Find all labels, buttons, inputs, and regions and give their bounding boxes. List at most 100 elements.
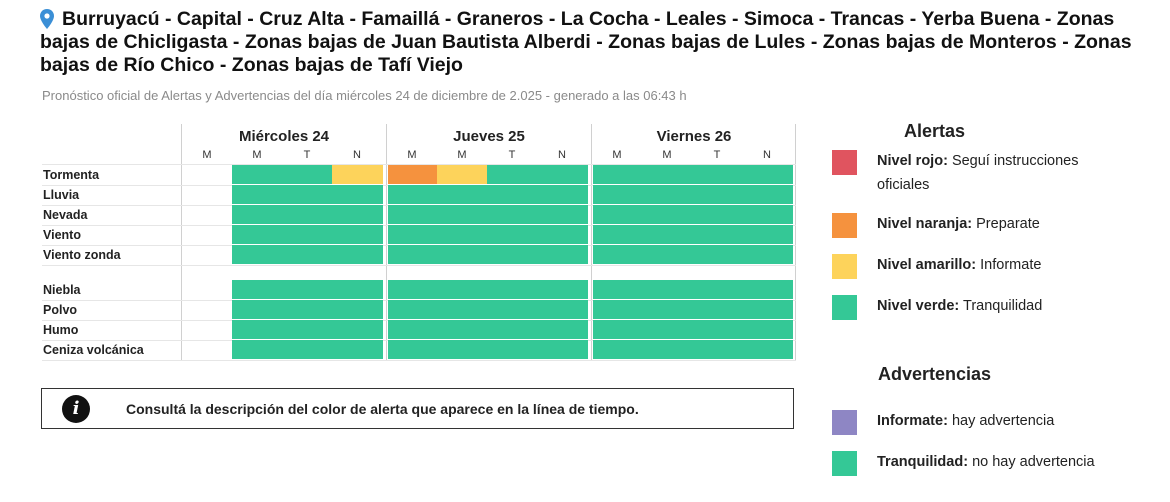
timeline-cell-green <box>437 300 487 319</box>
timeline-cell-green <box>388 340 437 359</box>
row-label: Niebla <box>43 283 81 297</box>
row-label: Humo <box>43 323 79 337</box>
timeline-cell-green <box>537 165 588 184</box>
timeline-cell-green <box>437 280 487 299</box>
timeline-cell-green <box>593 340 642 359</box>
timeline-cell-green <box>593 185 642 204</box>
timeline-cell-green <box>487 245 537 264</box>
timeline-cell-green <box>742 165 793 184</box>
row-divider <box>42 164 796 165</box>
location-pin-icon <box>40 9 54 29</box>
timeline-cell-green <box>232 205 282 224</box>
timeline-cell-green <box>437 205 487 224</box>
slot-label: M <box>662 149 672 161</box>
timeline-cell-green <box>437 225 487 244</box>
timeline-cell-green <box>642 165 692 184</box>
timeline-cell-green <box>282 280 332 299</box>
timeline-cell-green <box>487 185 537 204</box>
row-label: Tormenta <box>43 168 100 182</box>
timeline-cell-green <box>692 320 742 339</box>
legend-swatch <box>832 254 857 279</box>
page-subtitle: Pronóstico oficial de Alertas y Adverten… <box>42 88 687 103</box>
timeline-cell-green <box>537 280 588 299</box>
timeline-cell-green <box>282 300 332 319</box>
slot-label: M <box>252 149 262 161</box>
grid-divider <box>795 124 796 360</box>
timeline-cell-green <box>537 205 588 224</box>
legend-level-name: Nivel naranja: <box>877 216 973 232</box>
timeline-cell-green <box>282 340 332 359</box>
timeline-cell-green <box>388 320 437 339</box>
timeline-cell-green <box>692 340 742 359</box>
timeline-cell-green <box>282 225 332 244</box>
legend-text: Nivel verde: Tranquilidad <box>877 295 1127 319</box>
info-box: i Consultá la descripción del color de a… <box>41 388 794 429</box>
slot-label: M <box>457 149 467 161</box>
timeline-cell-green <box>487 205 537 224</box>
legend-text: Nivel naranja: Preparate <box>877 213 1127 237</box>
slot-label: M <box>612 149 622 161</box>
timeline-cell-green <box>692 300 742 319</box>
timeline-cell-green <box>332 225 383 244</box>
grid-divider <box>591 124 592 360</box>
legend-text: Nivel amarillo: Informate <box>877 254 1127 278</box>
timeline-cell-green <box>388 280 437 299</box>
timeline-cell-green <box>593 280 642 299</box>
timeline-cell-green <box>593 165 642 184</box>
timeline-cell-green <box>642 225 692 244</box>
legend-level-desc: Preparate <box>976 216 1040 232</box>
timeline-cell-green <box>487 320 537 339</box>
slot-label: T <box>508 149 516 161</box>
legend-text: Informate: hay advertencia <box>877 410 1127 434</box>
timeline-cell-green <box>282 205 332 224</box>
timeline-cell-green <box>282 320 332 339</box>
slot-label: M <box>407 149 417 161</box>
legend-level-desc: hay advertencia <box>951 413 1055 429</box>
timeline-cell-green <box>437 320 487 339</box>
timeline-cell-green <box>742 225 793 244</box>
grid-divider <box>386 124 387 360</box>
legend-text: Nivel rojo: Seguí instrucciones oficiale… <box>877 150 1127 197</box>
header: Burruyacú - Capital - Cruz Alta - Famail… <box>40 8 1150 77</box>
timeline-cell-green <box>232 280 282 299</box>
timeline-cell-green <box>332 280 383 299</box>
timeline-cell-green <box>642 340 692 359</box>
legend-alertas-title: Alertas <box>904 121 966 141</box>
legend-level-name: Tranquilidad: <box>877 454 969 470</box>
legend-swatch <box>832 150 857 175</box>
timeline-cell-green <box>642 280 692 299</box>
timeline-cell-green <box>232 185 282 204</box>
timeline-cell-green <box>692 225 742 244</box>
timeline-cell-green <box>487 165 537 184</box>
row-label: Lluvia <box>43 188 80 202</box>
timeline-cell-green <box>437 185 487 204</box>
timeline-cell-green <box>537 340 588 359</box>
legend-level-name: Informate: <box>877 413 948 429</box>
timeline-cell-green <box>692 165 742 184</box>
legend-level-desc: no hay advertencia <box>972 454 1095 470</box>
timeline-cell-green <box>537 245 588 264</box>
legend-advertencias-title: Advertencias <box>878 364 992 384</box>
timeline-cell-green <box>692 280 742 299</box>
timeline-cell-green <box>437 245 487 264</box>
timeline-cell-green <box>742 185 793 204</box>
timeline-cell-green <box>388 205 437 224</box>
timeline-cell-green <box>742 245 793 264</box>
slot-label: N <box>558 149 566 161</box>
timeline-cell-green <box>742 340 793 359</box>
timeline-cell-green <box>388 300 437 319</box>
grid-divider <box>181 124 182 360</box>
timeline-cell-green <box>487 300 537 319</box>
timeline-cell-green <box>642 320 692 339</box>
day-header-miercoles: Miércoles 24 <box>238 128 330 145</box>
timeline-cell-green <box>642 185 692 204</box>
timeline-cell-green <box>593 300 642 319</box>
legend-level-name: Nivel amarillo: <box>877 257 977 273</box>
row-label: Nevada <box>43 208 88 222</box>
timeline-cell-green <box>593 205 642 224</box>
legend-swatch <box>832 410 857 435</box>
row-divider <box>42 360 796 361</box>
timeline-cell-green <box>642 245 692 264</box>
legend-level-name: Nivel rojo: <box>877 153 948 169</box>
timeline-cell-green <box>232 225 282 244</box>
